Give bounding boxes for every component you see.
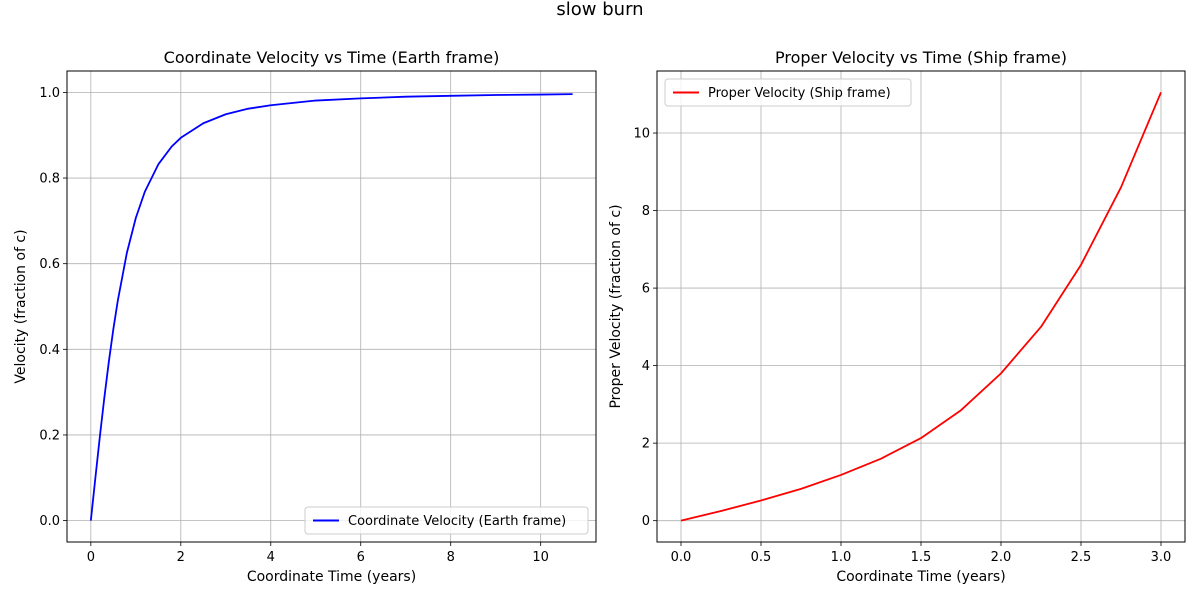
y-tick-label: 1.0 [39,86,60,101]
y-tick-label: 4 [642,359,650,374]
y-tick-label: 6 [642,282,650,297]
x-tick-label: 2.0 [991,550,1012,565]
y-ticks: 0.0 0.2 0.4 0.6 0.8 1.0 [39,86,67,529]
legend: Proper Velocity (Ship frame) [664,78,912,107]
grid [657,71,1185,542]
y-tick-label: 0.6 [39,257,60,272]
axes-frame [66,70,597,543]
legend: Coordinate Velocity (Earth frame) [304,506,589,535]
y-tick-label: 2 [642,437,650,452]
y-tick-label: 0.8 [39,172,60,187]
x-tick-label: 2.5 [1071,550,1092,565]
legend-box [664,78,912,107]
series-line [89,93,573,521]
x-tick-label: 0 [87,550,95,565]
x-tick-label: 0.0 [671,550,692,565]
series-line-group [680,91,1162,522]
coordinate-velocity-chart: 0 2 4 6 8 10 0.0 0.2 0.4 0.6 0.8 1.0 Coordinate Ve… [13,48,597,585]
x-axis-label: Coordinate Time (years) [247,569,416,585]
y-tick-label: 0.2 [39,428,60,443]
x-tick-label: 4 [267,550,275,565]
figure-title: slow burn [556,0,643,20]
x-tick-label: 3.0 [1151,550,1172,565]
x-tick-label: 0.5 [751,550,772,565]
x-tick-label: 8 [447,550,455,565]
y-axis-label: Velocity (fraction of c) [13,229,29,383]
chart-title: Proper Velocity vs Time (Ship frame) [775,48,1067,67]
series-line-group [89,93,573,521]
y-axis-label: Proper Velocity (fraction of c) [608,204,624,408]
chart-title: Coordinate Velocity vs Time (Earth frame… [164,48,500,67]
y-tick-label: 0.0 [39,514,60,529]
x-tick-label: 2 [177,550,185,565]
legend-box [304,506,589,535]
legend-label: Proper Velocity (Ship frame) [708,86,891,101]
x-axis-label: Coordinate Time (years) [836,569,1005,585]
x-tick-label: 1.0 [831,550,852,565]
x-tick-label: 10 [532,550,549,565]
y-tick-label: 0.4 [39,343,60,358]
y-ticks: 0 2 4 6 8 10 [633,127,657,529]
x-tick-label: 6 [357,550,365,565]
y-tick-label: 8 [642,204,650,219]
proper-velocity-chart: 0.0 0.5 1.0 1.5 2.0 2.5 3.0 0 2 4 6 8 10 Proper Vel… [608,48,1186,585]
x-ticks: 0.0 0.5 1.0 1.5 2.0 2.5 3.0 [671,542,1172,565]
y-tick-label: 10 [633,127,650,142]
x-ticks: 0 2 4 6 8 10 [87,542,549,565]
series-line [680,91,1162,522]
legend-label: Coordinate Velocity (Earth frame) [348,514,566,529]
grid [67,71,596,542]
x-tick-label: 1.5 [911,550,932,565]
y-tick-label: 0 [642,514,650,529]
